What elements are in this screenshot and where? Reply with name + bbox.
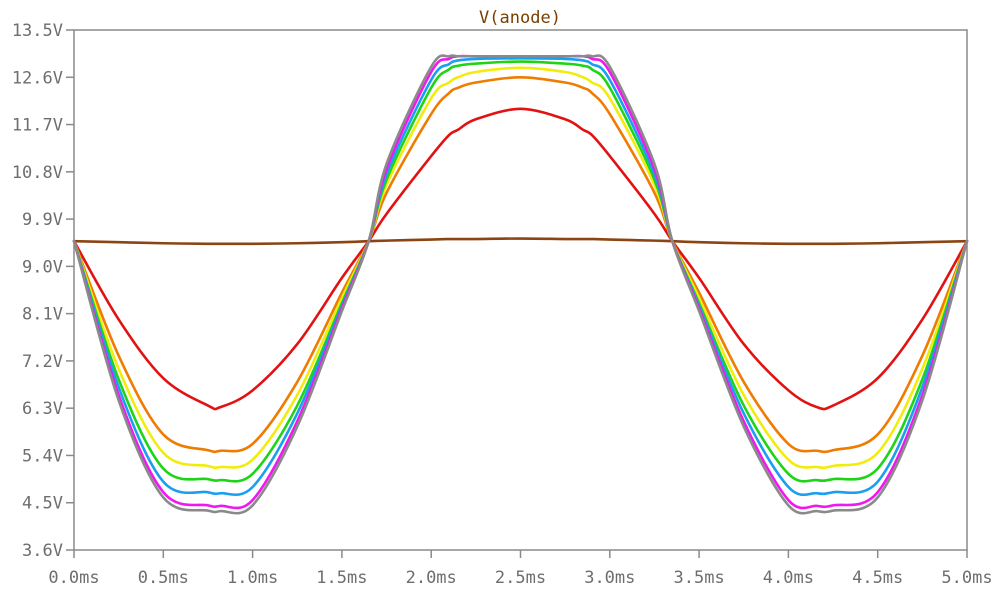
series-line-4 [72,60,969,483]
series-layer [72,54,969,515]
y-tick-label: 4.5V [22,494,63,514]
y-tick-label: 6.3V [22,399,63,419]
y-tick-label: 12.6V [12,68,63,88]
x-tick-label: 4.5ms [852,568,903,588]
x-tick-label: 5.0ms [941,568,992,588]
x-tick-label: 1.0ms [227,568,278,588]
chart-title: V(anode) [479,8,561,28]
y-tick-label: 10.8V [12,163,63,183]
series-line-3 [72,66,969,470]
x-tick-label: 1.5ms [316,568,367,588]
x-tick-label: 4.0ms [763,568,814,588]
series-line-5 [72,57,969,497]
y-tick-label: 9.0V [22,257,63,277]
y-tick-label: 7.2V [22,352,63,372]
x-tick-label: 3.5ms [674,568,725,588]
y-tick-label: 11.7V [12,116,63,136]
x-tick-label: 0.0ms [48,568,99,588]
y-tick-label: 9.9V [22,210,63,230]
y-tick-label: 5.4V [22,446,63,466]
series-line-2 [72,75,969,454]
x-tick-label: 3.0ms [584,568,635,588]
y-tick-label: 3.6V [22,541,63,561]
x-tick-label: 2.5ms [495,568,546,588]
series-line-1 [72,107,969,411]
y-tick-label: 13.5V [12,21,63,41]
series-line-7 [72,54,969,515]
x-tick-label: 2.0ms [406,568,457,588]
x-tick-label: 0.5ms [138,568,189,588]
y-tick-label: 8.1V [22,305,63,325]
series-line-0 [72,237,969,246]
axis-ticks: 3.6V 4.5V 5.4V 6.3V 7.2V 8.1V 9.0V 9.9V 10.8V 11.… [12,21,993,588]
series-line-6 [72,54,969,510]
